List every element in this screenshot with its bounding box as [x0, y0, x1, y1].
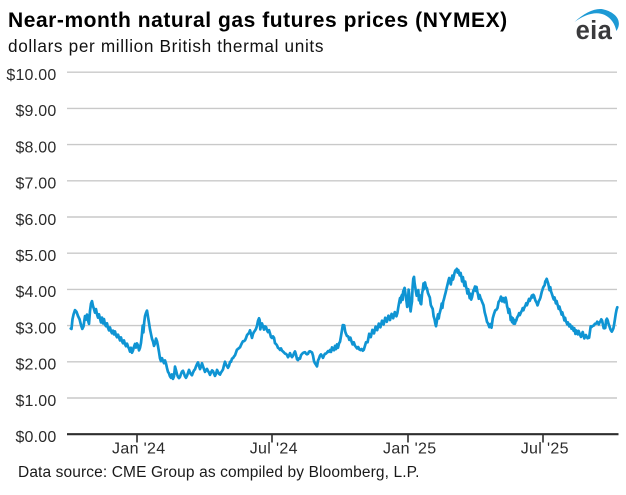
svg-text:$10.00: $10.00 — [6, 67, 56, 84]
svg-text:$5.00: $5.00 — [15, 248, 56, 265]
svg-text:$8.00: $8.00 — [15, 139, 56, 156]
svg-text:$3.00: $3.00 — [15, 320, 56, 337]
svg-text:$2.00: $2.00 — [15, 357, 56, 374]
svg-text:Jan '24: Jan '24 — [112, 440, 166, 457]
svg-text:$1.00: $1.00 — [15, 393, 56, 410]
svg-text:$6.00: $6.00 — [15, 212, 56, 229]
svg-text:eia: eia — [576, 17, 613, 45]
svg-text:$0.00: $0.00 — [15, 429, 56, 446]
svg-text:Data source: CME Group as comp: Data source: CME Group as compiled by Bl… — [18, 464, 420, 481]
svg-text:$7.00: $7.00 — [15, 176, 56, 193]
svg-text:$9.00: $9.00 — [15, 103, 56, 120]
svg-text:Jul '24: Jul '24 — [250, 440, 298, 457]
svg-text:dollars per million British th: dollars per million British thermal unit… — [8, 36, 324, 56]
svg-text:Near-month natural gas futures: Near-month natural gas futures prices (N… — [8, 9, 508, 32]
svg-text:Jul '25: Jul '25 — [521, 440, 569, 457]
svg-text:$4.00: $4.00 — [15, 284, 56, 301]
svg-text:Jan '25: Jan '25 — [383, 440, 437, 457]
